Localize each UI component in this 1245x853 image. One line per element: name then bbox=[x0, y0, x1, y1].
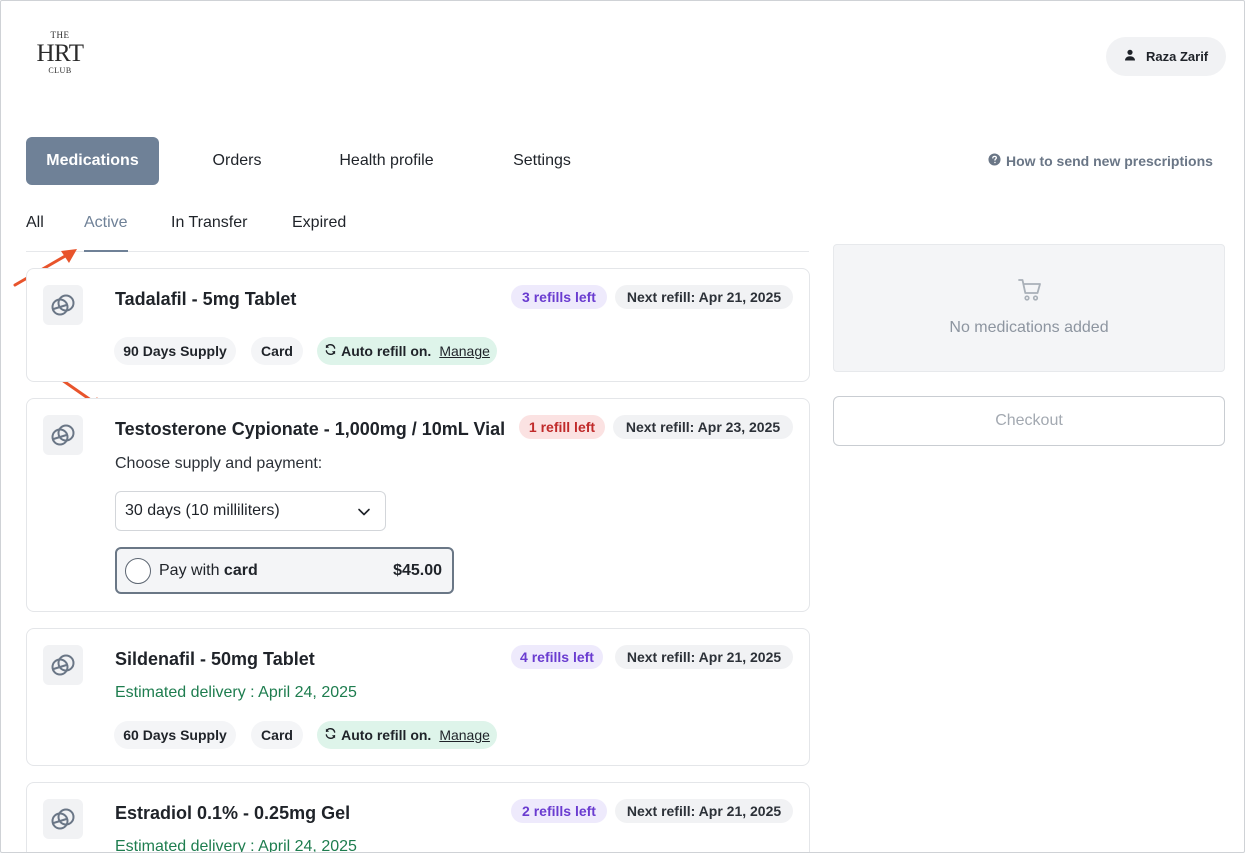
auto-refill-chip: Auto refill on. Manage bbox=[317, 337, 497, 365]
supply-chip: 90 Days Supply bbox=[114, 337, 236, 365]
tab-active-label: Active bbox=[84, 214, 128, 231]
pay-with-card-option[interactable]: Pay with card $45.00 bbox=[115, 547, 454, 594]
refills-badge: 4 refills left bbox=[511, 645, 603, 669]
medication-name: Tadalafil - 5mg Tablet bbox=[115, 289, 297, 309]
payment-chip: Card bbox=[251, 721, 303, 749]
main-nav: Medications Orders Health profile Settin… bbox=[26, 137, 626, 185]
manage-auto-refill-link[interactable]: Manage bbox=[439, 727, 490, 743]
user-menu-button[interactable]: Raza Zarif bbox=[1106, 37, 1226, 76]
chevron-down-icon bbox=[358, 508, 370, 516]
medication-name: Testosterone Cypionate - 1,000mg / 10mL … bbox=[115, 419, 506, 439]
medication-card: Estradiol 0.1% - 0.25mg Gel 2 refills le… bbox=[26, 782, 810, 853]
nav-settings[interactable]: Settings bbox=[513, 152, 571, 169]
tab-all-label: All bbox=[26, 214, 44, 231]
active-tab-indicator bbox=[84, 250, 128, 252]
cart-icon bbox=[1018, 279, 1041, 301]
medication-card: Testosterone Cypionate - 1,000mg / 10mL … bbox=[26, 398, 810, 612]
brand-line-3: CLUB bbox=[48, 66, 72, 75]
checkout-button[interactable]: Checkout bbox=[833, 396, 1225, 446]
refills-badge: 2 refills left bbox=[511, 799, 607, 823]
auto-refill-label: Auto refill on. bbox=[341, 727, 432, 743]
estimated-delivery: Estimated delivery : April 24, 2025 bbox=[115, 684, 357, 701]
choose-supply-label: Choose supply and payment: bbox=[115, 455, 323, 472]
refresh-icon bbox=[324, 343, 337, 359]
next-refill-badge: Next refill: Apr 21, 2025 bbox=[615, 645, 793, 669]
nav-medications[interactable]: Medications bbox=[26, 137, 159, 185]
tab-expired[interactable]: Expired bbox=[292, 214, 346, 251]
medication-card: Tadalafil - 5mg Tablet 3 refills left Ne… bbox=[26, 268, 810, 382]
medication-name: Estradiol 0.1% - 0.25mg Gel bbox=[115, 803, 351, 823]
pill-icon bbox=[43, 799, 83, 839]
pill-icon bbox=[43, 645, 83, 685]
user-icon bbox=[1124, 49, 1136, 64]
help-link-label: How to send new prescriptions bbox=[1006, 153, 1213, 169]
tab-expired-label: Expired bbox=[292, 214, 347, 231]
next-refill-badge: Next refill: Apr 23, 2025 bbox=[613, 415, 793, 439]
tab-in-transfer[interactable]: In Transfer bbox=[171, 214, 247, 251]
nav-orders[interactable]: Orders bbox=[212, 152, 262, 169]
refills-badge: 3 refills left bbox=[511, 285, 607, 309]
auto-refill-label: Auto refill on. bbox=[341, 343, 432, 359]
pay-method: card bbox=[223, 562, 258, 579]
supply-select[interactable]: 30 days (10 milliliters) bbox=[115, 491, 386, 531]
tab-in-transfer-label: In Transfer bbox=[171, 214, 248, 231]
medication-filter-tabs: All Active In Transfer Expired bbox=[26, 207, 809, 252]
help-prescriptions-link[interactable]: How to send new prescriptions bbox=[988, 153, 1213, 169]
user-name: Raza Zarif bbox=[1146, 49, 1209, 64]
supply-chip: 60 Days Supply bbox=[114, 721, 236, 749]
payment-chip: Card bbox=[251, 337, 303, 365]
cart-panel: No medications added bbox=[833, 244, 1225, 372]
medication-card: Sildenafil - 50mg Tablet 4 refills left … bbox=[26, 628, 810, 766]
pay-card-radio[interactable] bbox=[125, 558, 151, 584]
question-circle-icon bbox=[988, 153, 1001, 169]
manage-auto-refill-link[interactable]: Manage bbox=[439, 343, 490, 359]
auto-refill-chip: Auto refill on. Manage bbox=[317, 721, 497, 749]
pay-price: $45.00 bbox=[393, 562, 442, 579]
estimated-delivery: Estimated delivery : April 24, 2025 bbox=[115, 838, 357, 853]
brand-line-2: HRT bbox=[36, 40, 85, 67]
refills-badge: 1 refill left bbox=[519, 415, 605, 439]
supply-select-value: 30 days (10 milliliters) bbox=[125, 502, 280, 519]
tab-all[interactable]: All bbox=[26, 214, 44, 251]
pay-prefix: Pay with bbox=[159, 562, 220, 579]
pay-option-label: Pay with card bbox=[159, 562, 258, 580]
cart-empty-text: No medications added bbox=[949, 319, 1109, 336]
refresh-icon bbox=[324, 727, 337, 743]
tab-active[interactable]: Active bbox=[84, 214, 128, 252]
nav-health-profile[interactable]: Health profile bbox=[339, 152, 434, 169]
brand-line-1: THE bbox=[50, 30, 70, 40]
next-refill-badge: Next refill: Apr 21, 2025 bbox=[615, 799, 793, 823]
next-refill-badge: Next refill: Apr 21, 2025 bbox=[615, 285, 793, 309]
pill-icon bbox=[43, 415, 83, 455]
brand-logo[interactable]: THE HRT CLUB bbox=[31, 31, 89, 83]
pill-icon bbox=[43, 285, 83, 325]
medication-name: Sildenafil - 50mg Tablet bbox=[115, 649, 315, 669]
